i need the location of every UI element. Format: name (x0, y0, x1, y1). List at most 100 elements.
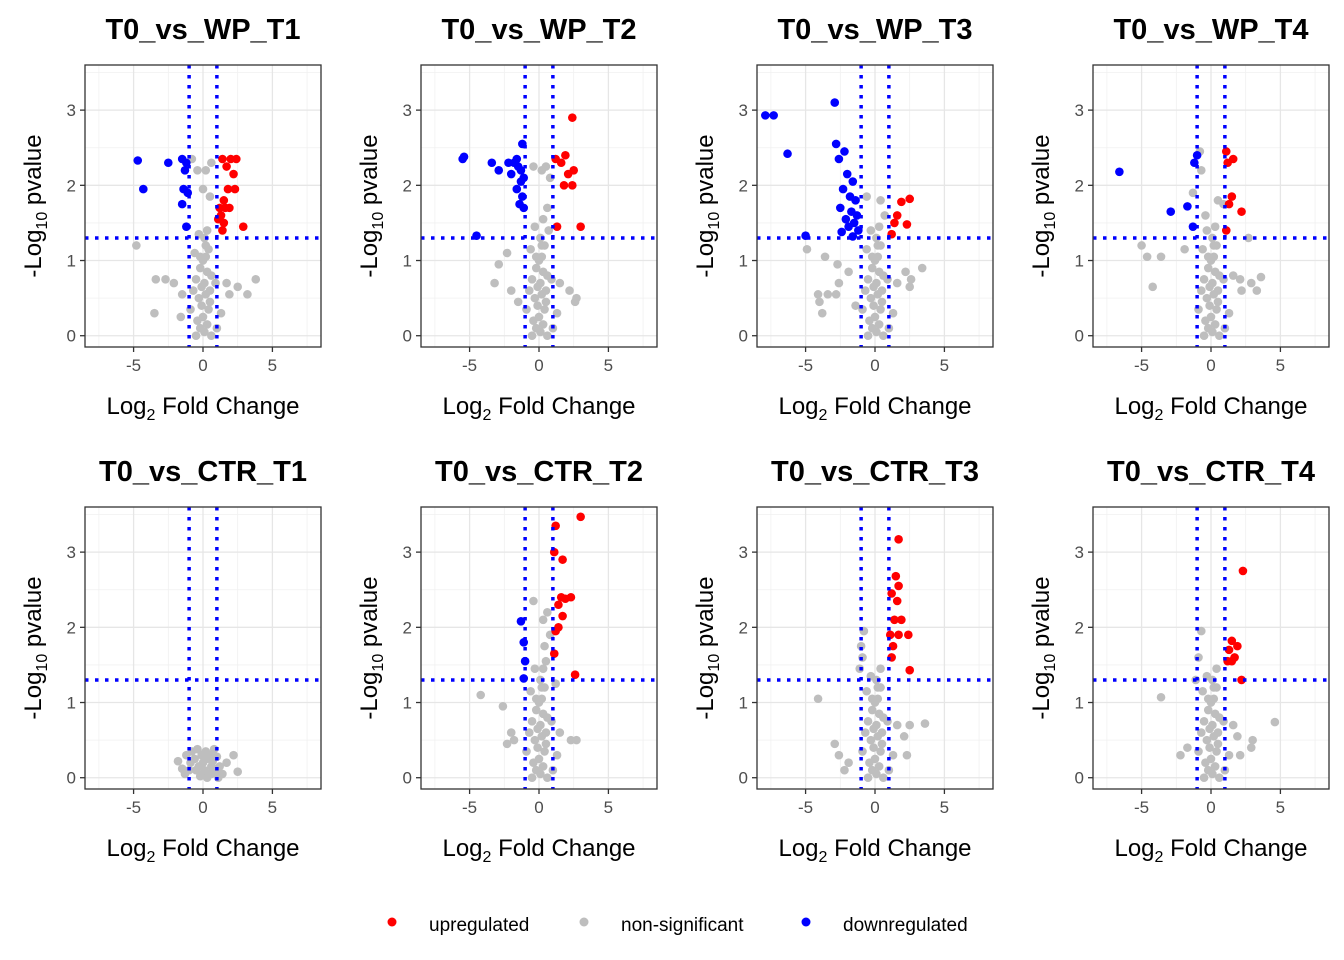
point-non-significant (490, 278, 499, 288)
y-tick-label: 1 (403, 694, 412, 713)
point-non-significant (1237, 286, 1246, 295)
point-non-significant (1256, 272, 1266, 282)
y-axis-label: -Log10 pvalue (20, 576, 51, 719)
point-downregulated (837, 227, 846, 237)
point-non-significant (840, 765, 849, 775)
point-upregulated (894, 535, 903, 544)
point-non-significant (195, 252, 205, 262)
point-non-significant (1202, 735, 1212, 745)
point-non-significant (1212, 747, 1221, 756)
y-tick-label: 2 (1075, 618, 1084, 637)
x-tick-label: -5 (1134, 356, 1149, 375)
point-non-significant (1196, 165, 1206, 175)
x-tick-label: 5 (268, 356, 277, 375)
point-non-significant (207, 158, 216, 168)
point-downregulated (458, 154, 467, 164)
point-non-significant (526, 686, 535, 696)
point-non-significant (222, 278, 231, 288)
point-upregulated (1227, 192, 1237, 201)
x-axis-label: Log2 Fold Change (778, 393, 971, 424)
point-non-significant (877, 728, 887, 737)
point-non-significant (1246, 743, 1256, 752)
y-axis-label: -Log10 pvalue (356, 576, 387, 719)
point-upregulated (1227, 656, 1237, 666)
point-downregulated (494, 165, 504, 175)
panel-title: T0_vs_WP_T1 (105, 14, 300, 46)
point-non-significant (876, 305, 885, 314)
point-non-significant (1210, 320, 1220, 329)
point-downregulated (838, 184, 848, 194)
point-non-significant (1224, 308, 1234, 318)
point-downregulated (516, 617, 526, 626)
point-non-significant (1201, 316, 1210, 325)
gridlines (421, 507, 657, 789)
point-non-significant (1199, 331, 1209, 341)
point-upregulated (576, 512, 585, 522)
x-tick-label: -5 (1134, 798, 1149, 817)
point-non-significant (1198, 686, 1207, 696)
point-non-significant (537, 241, 547, 250)
point-non-significant (538, 214, 548, 224)
point-non-significant (1196, 728, 1206, 737)
point-non-significant (530, 293, 540, 303)
point-upregulated (238, 222, 248, 231)
point-non-significant (1205, 282, 1214, 292)
point-non-significant (866, 735, 876, 745)
point-upregulated (549, 649, 559, 658)
point-upregulated (232, 154, 241, 164)
point-non-significant (200, 233, 209, 243)
x-tick-label: 0 (198, 798, 207, 817)
point-non-significant (541, 297, 551, 307)
point-non-significant (529, 758, 538, 767)
point-non-significant (1246, 278, 1256, 288)
point-upregulated (563, 169, 573, 179)
point-non-significant (169, 278, 179, 288)
y-tick-label: 0 (1075, 769, 1084, 788)
volcano-panel-2: -5 0 5 0 1 2 3 T0_vs_WP_T2 Log2 Fold Change -Log1… (356, 14, 658, 424)
point-non-significant (207, 331, 216, 341)
point-upregulated (890, 218, 899, 228)
panel-title: T0_vs_CTR_T1 (99, 456, 307, 488)
x-tick-label: 5 (1276, 798, 1285, 817)
point-downregulated (487, 158, 497, 168)
legend-label: upregulated (429, 915, 529, 936)
point-non-significant (161, 275, 170, 284)
point-downregulated (1115, 167, 1124, 177)
point-upregulated (905, 194, 915, 204)
point-non-significant (533, 301, 542, 310)
point-non-significant (509, 735, 519, 745)
point-non-significant (1202, 293, 1212, 303)
point-non-significant (531, 263, 541, 273)
y-tick-label: 0 (403, 769, 412, 788)
point-non-significant (1183, 743, 1192, 752)
threshold-lines (1093, 65, 1329, 347)
point-non-significant (862, 244, 871, 254)
point-upregulated (222, 162, 231, 171)
legend-key (387, 917, 397, 927)
point-non-significant (1208, 327, 1217, 337)
y-tick-label: 1 (67, 252, 76, 271)
data-points (173, 744, 243, 783)
point-non-significant (862, 686, 871, 696)
point-non-significant (186, 758, 195, 767)
point-non-significant (872, 675, 881, 685)
y-tick-label: 3 (739, 101, 748, 120)
point-non-significant (899, 732, 909, 741)
point-non-significant (533, 282, 542, 292)
point-non-significant (527, 717, 537, 726)
y-tick-label: 2 (67, 618, 76, 637)
y-axis-label: -Log10 pvalue (692, 576, 723, 719)
point-non-significant (536, 327, 545, 337)
y-tick-label: 0 (739, 769, 748, 788)
point-non-significant (233, 282, 243, 292)
point-non-significant (872, 327, 881, 337)
point-non-significant (540, 305, 549, 314)
point-non-significant (536, 675, 545, 685)
point-downregulated (783, 149, 792, 159)
point-non-significant (906, 275, 916, 284)
point-upregulated (219, 196, 229, 205)
point-upregulated (1237, 207, 1246, 216)
point-non-significant (844, 267, 853, 277)
point-non-significant (191, 331, 201, 341)
